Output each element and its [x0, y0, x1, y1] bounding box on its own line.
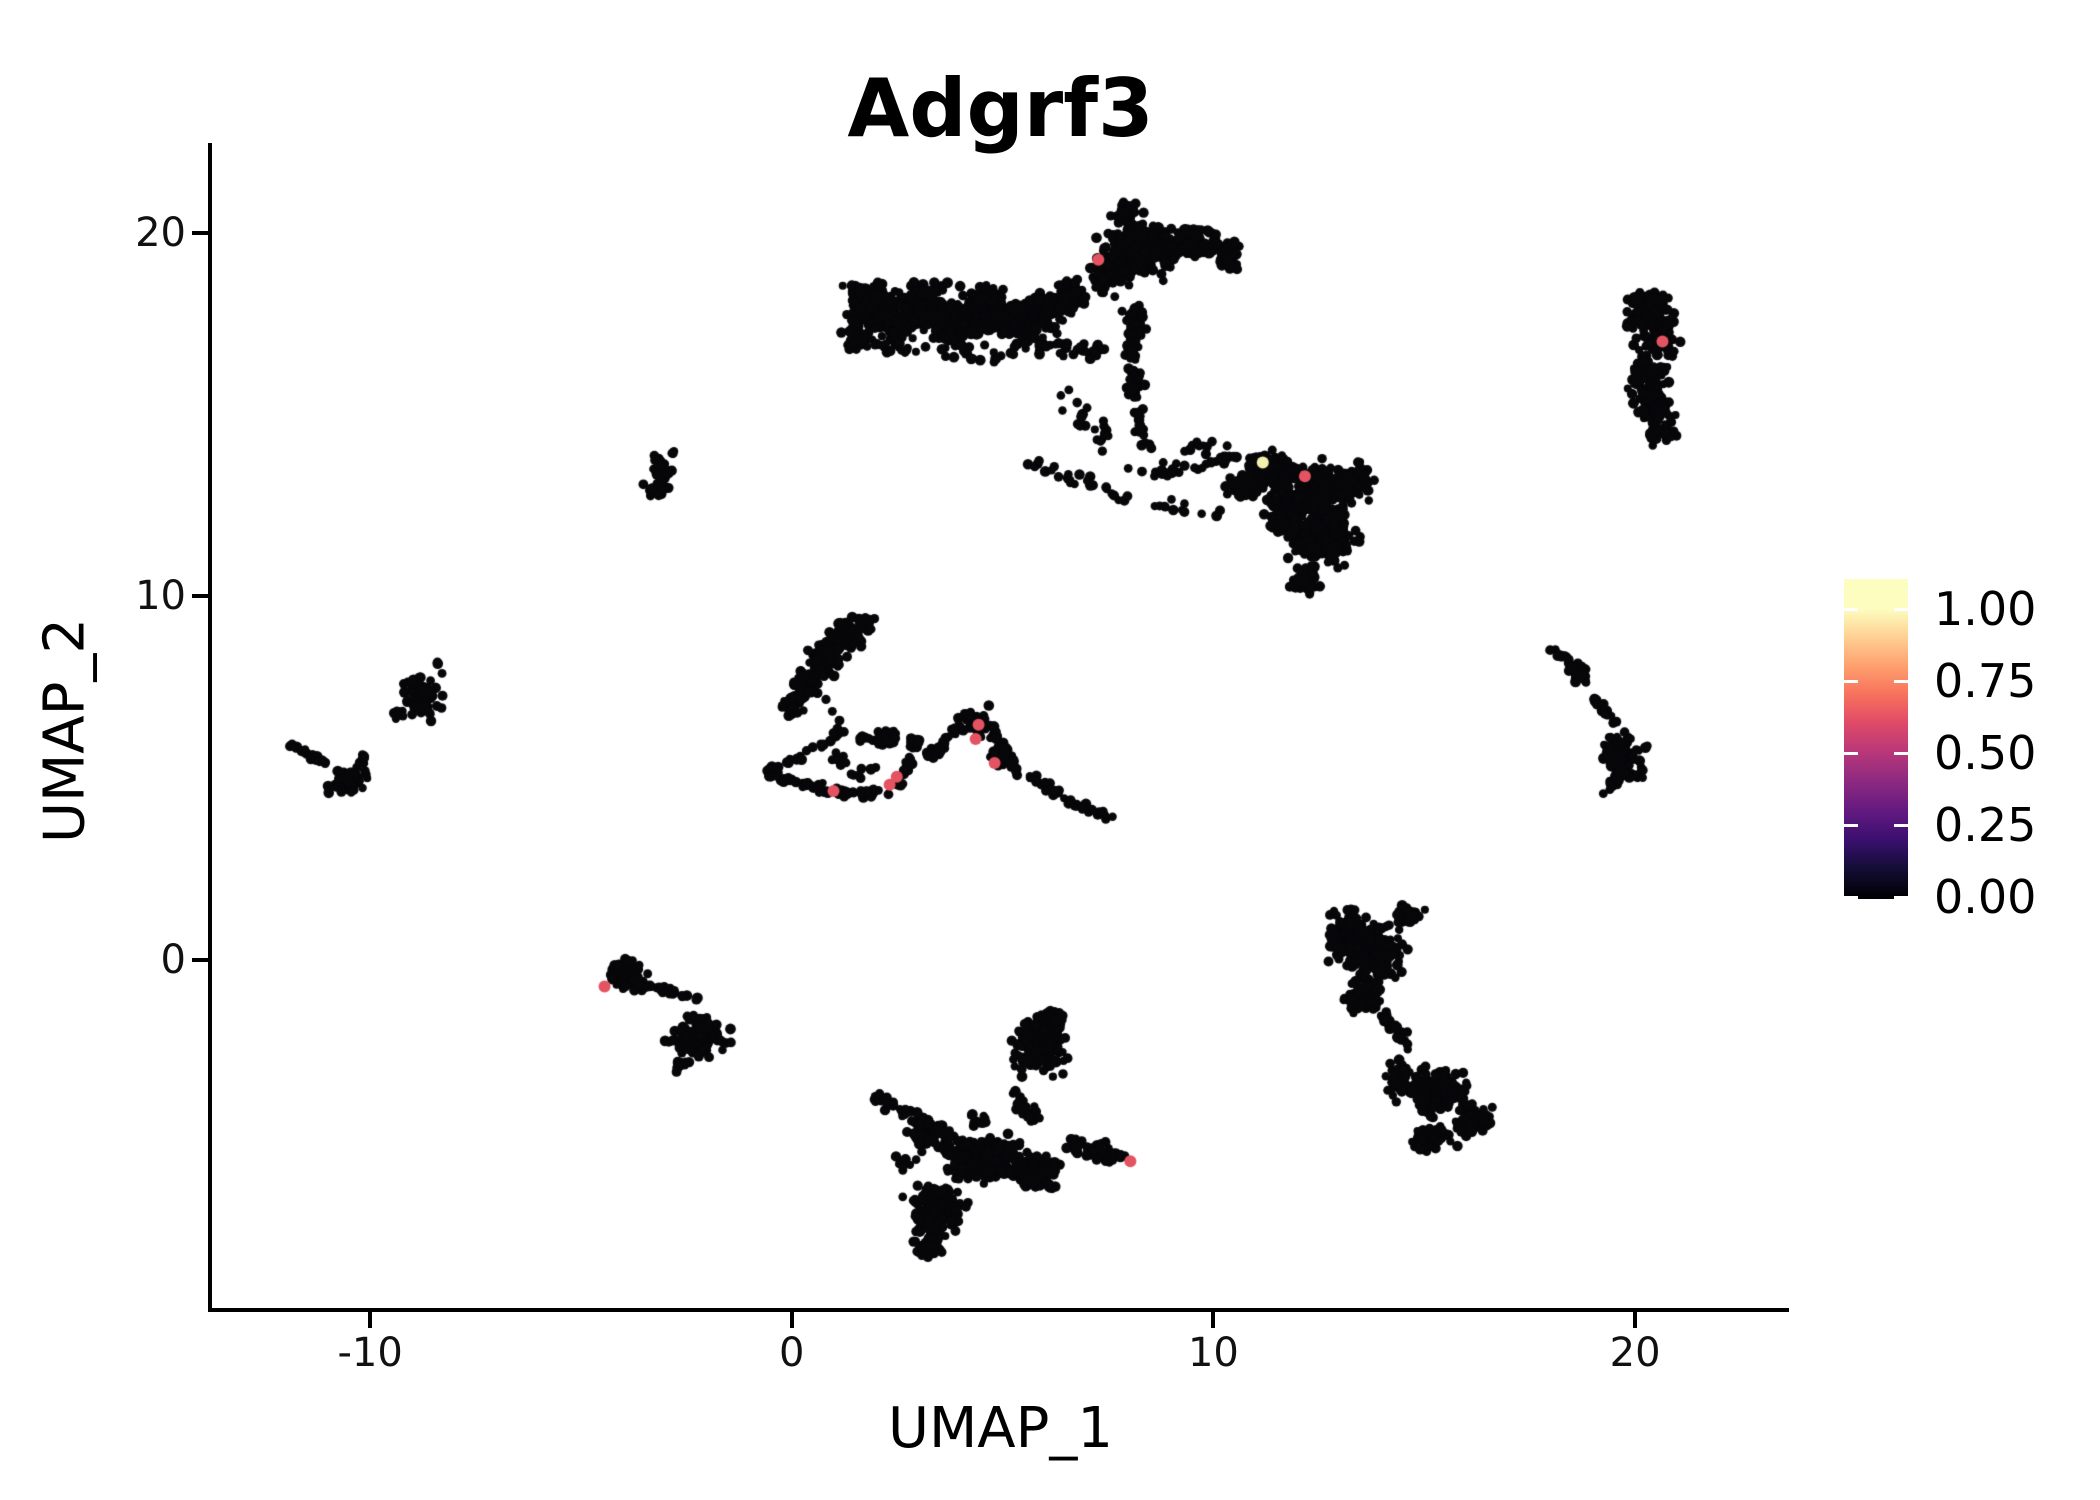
colorbar-gradient [1844, 579, 1908, 899]
y-tick-mark [192, 957, 208, 962]
plot-title: Adgrf3 [847, 62, 1154, 155]
x-tick-label: -10 [337, 1330, 403, 1376]
colorbar-tick-mark [1894, 823, 1908, 827]
colorbar-tick-label: 1.00 [1934, 582, 2037, 636]
x-tick-mark [789, 1312, 794, 1328]
colorbar-tick-mark [1844, 607, 1858, 611]
x-tick-label: 10 [1187, 1330, 1239, 1376]
colorbar-tick-label: 0.25 [1934, 798, 2037, 852]
x-tick-mark [368, 1312, 373, 1328]
y-tick-label: 0 [160, 936, 186, 983]
y-tick-label: 20 [135, 209, 186, 256]
colorbar-tick-label: 0.75 [1934, 654, 2037, 708]
colorbar-tick-mark [1844, 895, 1858, 899]
colorbar-tick-label: 0.00 [1934, 870, 2037, 924]
x-axis-title: UMAP_1 [887, 1396, 1113, 1461]
colorbar-tick-mark [1894, 751, 1908, 755]
x-tick-mark [1633, 1312, 1638, 1328]
x-tick-mark [1211, 1312, 1216, 1328]
y-axis-title: UMAP_2 [32, 618, 98, 844]
colorbar-tick-mark [1894, 679, 1908, 683]
y-tick-label: 10 [135, 573, 186, 620]
y-tick-mark [192, 594, 208, 599]
x-tick-label: 0 [779, 1330, 805, 1376]
plot-panel-axes [208, 143, 1789, 1312]
colorbar-tick-mark [1894, 895, 1908, 899]
y-tick-mark [192, 230, 208, 235]
colorbar-tick-mark [1894, 607, 1908, 611]
x-tick-label: 20 [1609, 1330, 1661, 1376]
colorbar-tick-label: 0.50 [1934, 726, 2037, 780]
colorbar-tick-mark [1844, 679, 1858, 683]
colorbar-tick-mark [1844, 823, 1858, 827]
colorbar-tick-mark [1844, 751, 1858, 755]
